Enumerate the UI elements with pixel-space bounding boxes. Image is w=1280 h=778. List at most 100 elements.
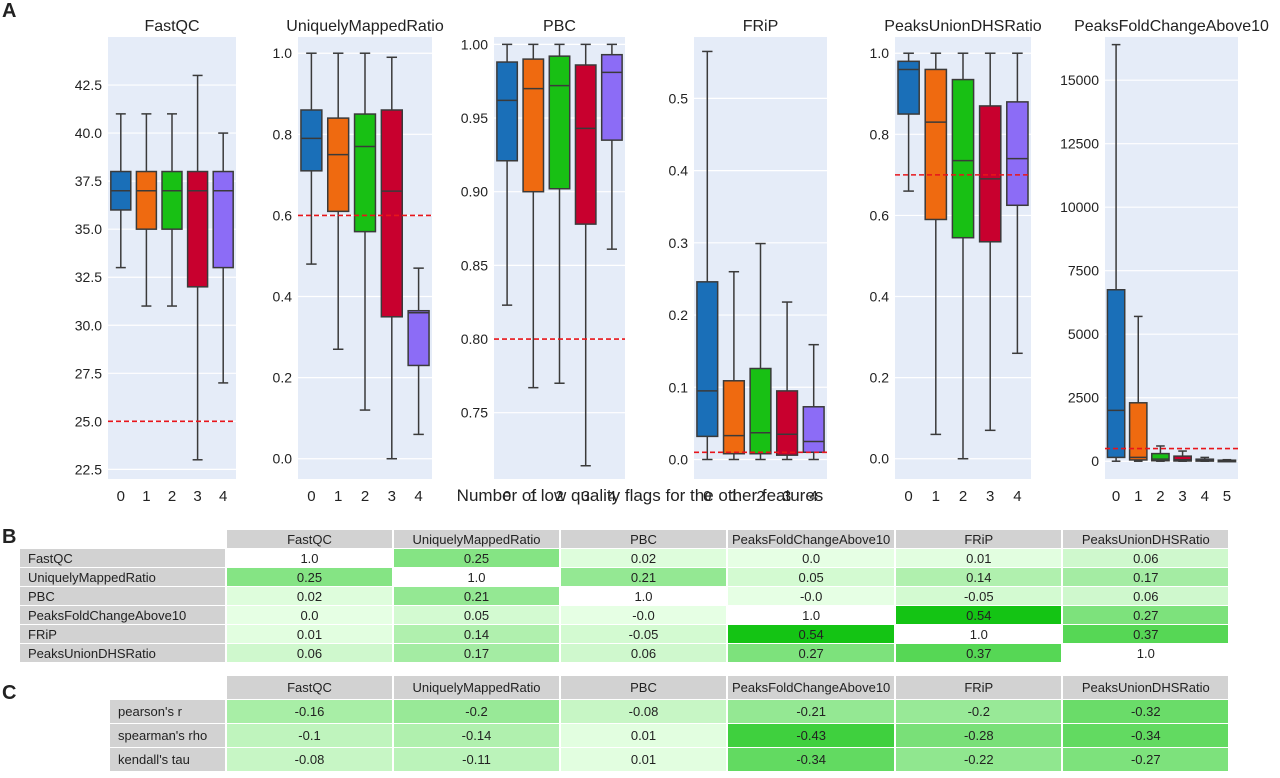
y-tick-label: 37.5 xyxy=(75,173,102,189)
box-flag-1 xyxy=(522,58,545,193)
table-cell: 0.25 xyxy=(226,567,394,587)
boxplot-PBC: PBC 0.75 0.80 0.85 0.90 0.95 1.00 0 1 2 3 4 xyxy=(461,18,625,505)
y-tick-label: 0.2 xyxy=(273,370,293,386)
x-tick-label: 1 xyxy=(142,488,150,505)
y-tick-label: 0.80 xyxy=(461,331,488,347)
box-flag-4 xyxy=(600,53,623,141)
x-tick-label: 4 xyxy=(1201,488,1209,505)
plot-background xyxy=(1105,37,1238,479)
y-tick-label: 0.8 xyxy=(273,126,293,142)
plot-title: PeaksFoldChangeAbove10 xyxy=(1074,18,1269,35)
row-header: PeaksFoldChangeAbove10 xyxy=(20,605,227,625)
row-header: kendall's tau xyxy=(110,747,227,772)
boxplot-PeaksUnionDHSRatio: PeaksUnionDHSRatio 0.0 0.2 0.4 0.6 0.8 1.0 0 1 2 3… xyxy=(870,18,1042,505)
y-tick-label: 27.5 xyxy=(75,365,102,381)
panel-label-c: C xyxy=(2,682,17,704)
x-axis-title: Number of low quality flags for the othe… xyxy=(456,486,824,505)
y-tick-label: 0.2 xyxy=(669,307,689,323)
column-header: UniquelyMappedRatio xyxy=(393,676,561,700)
y-tick-label: 0.1 xyxy=(669,379,689,395)
table-cell: 0.05 xyxy=(393,605,561,625)
column-header: PeaksUnionDHSRatio xyxy=(1062,530,1231,549)
box-flag-3 xyxy=(1173,455,1192,462)
table-header-row: FastQC UniquelyMappedRatio PBC PeaksFoldCha… xyxy=(20,530,1231,549)
x-tick-label: 2 xyxy=(1156,488,1164,505)
table-cell: -0.28 xyxy=(895,723,1064,748)
box-flag-1 xyxy=(326,117,350,213)
x-tick-label: 4 xyxy=(1013,488,1021,505)
y-tick-label: 22.5 xyxy=(75,461,102,477)
x-tick-label: 1 xyxy=(932,488,940,505)
box-flag-3 xyxy=(186,170,209,288)
y-tick-label: 0.95 xyxy=(461,110,488,126)
x-tick-label: 4 xyxy=(810,488,818,505)
table-row: PeaksFoldChangeAbove10 0.0 0.05 -0.0 1.0 0.54… xyxy=(20,605,1231,625)
y-tick-label: 0.90 xyxy=(461,184,488,200)
table-cell: 0.06 xyxy=(560,643,728,663)
x-tick-label: 0 xyxy=(503,488,511,505)
table-row: UniquelyMappedRatio 0.25 1.0 0.21 0.05 0.14 0.… xyxy=(20,567,1231,587)
table-cell: -0.34 xyxy=(727,747,897,772)
y-tick-label: 25.0 xyxy=(75,413,102,429)
x-tick-label: 2 xyxy=(756,488,764,505)
box-flag-2 xyxy=(1151,452,1170,462)
table-cell: 0.27 xyxy=(1062,605,1231,625)
table-cell: -0.16 xyxy=(226,699,394,724)
table-cell: 0.14 xyxy=(393,624,561,644)
table-cell: -0.14 xyxy=(393,723,561,748)
x-tick-label: 3 xyxy=(1178,488,1186,505)
row-header: PBC xyxy=(20,586,227,606)
y-tick-label: 40.0 xyxy=(75,125,102,141)
table-cell: 0.27 xyxy=(727,643,897,663)
table-cell: -0.11 xyxy=(393,747,561,772)
box-flag-3 xyxy=(380,109,404,318)
box-flag-1 xyxy=(1128,402,1148,461)
table-cell: 1.0 xyxy=(226,548,394,568)
table-cell: 0.14 xyxy=(895,567,1064,587)
table-cell: -0.0 xyxy=(727,586,897,606)
box-flag-4 xyxy=(212,170,234,269)
table-cell: 1.0 xyxy=(393,567,561,587)
box-flag-2 xyxy=(353,113,377,233)
table-cell: -0.2 xyxy=(895,699,1064,724)
table-cell: -0.22 xyxy=(895,747,1064,772)
x-tick-label: 0 xyxy=(117,488,125,505)
y-tick-label: 30.0 xyxy=(75,317,102,333)
table-cell: 1.0 xyxy=(895,624,1064,644)
x-tick-label: 3 xyxy=(582,488,590,505)
table-cell: 0.21 xyxy=(393,586,561,606)
table-cell: 0.06 xyxy=(1062,586,1231,606)
boxplot-UniquelyMappedRatio: UniquelyMappedRatio 0.0 0.2 0.4 0.6 0.8 1.0 0 1 2… xyxy=(273,18,444,505)
x-tick-label: 5 xyxy=(1223,488,1231,505)
box-flag-1 xyxy=(722,380,746,455)
table-cell: 1.0 xyxy=(727,605,897,625)
table-row: PeaksUnionDHSRatio 0.06 0.17 0.06 0.27 0.37 1.… xyxy=(20,643,1231,663)
table-cell: -0.05 xyxy=(895,586,1064,606)
table-cell: -0.27 xyxy=(1062,747,1231,772)
table-cell: 0.21 xyxy=(560,567,728,587)
box-flag-0 xyxy=(300,109,323,172)
y-tick-label: 0.0 xyxy=(669,452,689,468)
box-flag-2 xyxy=(951,78,975,239)
box-flag-1 xyxy=(924,68,948,221)
box-flag-3 xyxy=(978,105,1002,243)
y-tick-label: 0.6 xyxy=(273,207,293,223)
table-cell: 1.0 xyxy=(1062,643,1231,663)
table-cell: -0.1 xyxy=(226,723,394,748)
x-tick-label: 3 xyxy=(986,488,994,505)
column-header: UniquelyMappedRatio xyxy=(393,530,561,549)
panel-label-b: B xyxy=(2,526,17,548)
y-tick-label: 0.2 xyxy=(870,370,890,386)
box-flag-3 xyxy=(574,64,597,225)
box-flag-4 xyxy=(802,406,825,454)
table-cell: 0.02 xyxy=(226,586,394,606)
boxplot-FastQC: FastQC22.525.027.530.032.535.037.540.042… xyxy=(75,18,236,505)
box-flag-0 xyxy=(696,281,719,438)
column-header: FRiP xyxy=(895,676,1064,700)
y-tick-label: 0.0 xyxy=(273,451,293,467)
y-tick-label: 0.3 xyxy=(669,235,689,251)
box-flag-2 xyxy=(548,55,571,190)
column-header: PeaksFoldChangeAbove10 xyxy=(727,530,897,549)
plot-title: UniquelyMappedRatio xyxy=(286,18,444,35)
y-tick-label: 7500 xyxy=(1068,263,1099,279)
